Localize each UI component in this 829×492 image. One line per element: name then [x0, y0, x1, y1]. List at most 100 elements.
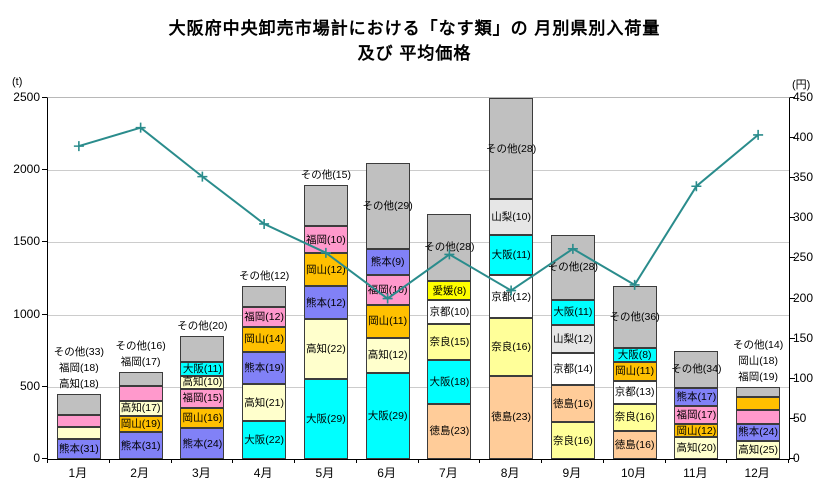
- right-axis-tickmark: [790, 337, 795, 339]
- bar-segment-7月-徳島: [427, 403, 472, 459]
- bar-segment-11月-熊本: [674, 387, 719, 406]
- left-axis-tick-0: 0: [33, 451, 40, 465]
- bar-segment-4月-大阪: [242, 420, 287, 459]
- bar-segment-9月-大阪: [550, 299, 595, 326]
- x-axis-label-8月: 8月: [500, 466, 520, 480]
- right-axis-tickmark: [790, 257, 795, 259]
- bar-segment-12月-その他: [736, 386, 781, 397]
- x-axis-tickmark: [232, 459, 233, 463]
- price-marker-12月: [753, 129, 764, 140]
- right-axis-tick-0: 0: [793, 451, 800, 465]
- bar-segment-9月-徳島: [550, 385, 595, 423]
- x-axis-tickmark: [665, 459, 666, 463]
- left-axis-tickmark: [42, 241, 47, 243]
- bar-segment-12月-岡山: [736, 396, 781, 410]
- x-axis-label-3月: 3月: [192, 466, 211, 480]
- bar-segment-1月-その他: [56, 394, 101, 416]
- bar-segment-6月-その他: [365, 162, 410, 249]
- left-axis-tickmark: [42, 313, 47, 315]
- right-axis-tickmark: [790, 417, 795, 419]
- bar-segment-3月-熊本: [180, 428, 225, 459]
- left-axis-unit: (t): [12, 76, 23, 88]
- right-axis-tick-350: 350: [793, 170, 814, 185]
- right-axis-tickmark: [790, 97, 795, 98]
- x-axis-label-10月: 10月: [620, 466, 647, 480]
- x-axis-tickmark: [356, 459, 357, 463]
- bar-segment-3月-大阪: [180, 361, 225, 376]
- bar-segment-4月-熊本: [242, 351, 287, 385]
- bar-segment-10月-京都: [612, 381, 657, 404]
- bar-segment-2月-熊本: [118, 432, 163, 459]
- bar-segment-8月-徳島: [489, 375, 534, 459]
- bar-segment-5月-大阪: [303, 379, 348, 459]
- right-axis-unit: (円): [792, 79, 811, 91]
- bar-segment-6月-高知: [365, 337, 410, 374]
- bar-segment-5月-福岡: [303, 225, 348, 254]
- bar-segment-7月-奈良: [427, 324, 472, 361]
- x-axis-tickmark: [418, 459, 419, 463]
- gridline-1000: [48, 314, 789, 316]
- right-axis-tick-50: 50: [793, 410, 807, 425]
- bar-segment-3月-福岡: [180, 388, 225, 408]
- bar-segment-6月-熊本: [365, 248, 410, 276]
- right-axis-tick-300: 300: [793, 210, 814, 225]
- bar-segment-5月-岡山: [303, 253, 348, 287]
- bar-segment-9月-その他: [550, 235, 595, 300]
- right-axis-tickmark: [790, 177, 795, 179]
- bar-segment-5月-熊本: [303, 286, 348, 320]
- gridline-500: [48, 386, 789, 388]
- bar-segment-8月-京都: [489, 274, 534, 319]
- right-axis-tick-450: 450: [793, 90, 814, 104]
- right-axis-tickmark: [790, 217, 795, 219]
- bar-segment-7月-大阪: [427, 360, 472, 404]
- bar-segment-5月-高知: [303, 319, 348, 380]
- bar-segment-4月-岡山: [242, 327, 287, 352]
- left-axis-tickmark: [42, 169, 47, 171]
- left-axis-tick-1000: 1000: [13, 306, 40, 321]
- x-axis-label-6月: 6月: [377, 466, 396, 480]
- bar-segment-10月-徳島: [612, 431, 657, 459]
- right-axis-tick-400: 400: [793, 130, 814, 145]
- bar-segment-10月-その他: [612, 285, 657, 349]
- bar-segment-2月-その他: [118, 372, 163, 387]
- bar-segment-10月-奈良: [612, 403, 657, 432]
- price-marker-1月: [73, 141, 84, 152]
- bar-segment-4月-その他: [242, 285, 287, 307]
- bar-segment-8月-山梨: [489, 199, 534, 236]
- x-axis-label-4月: 4月: [253, 466, 273, 480]
- x-axis-tickmark: [47, 459, 48, 463]
- bar-segment-2月-福岡: [118, 386, 163, 401]
- bar-segment-1月-熊本: [56, 438, 101, 459]
- left-axis-tickmark: [42, 458, 47, 459]
- bar-segment-3月-高知: [180, 375, 225, 389]
- right-axis-tick-100: 100: [793, 370, 814, 385]
- x-axis-label-7月: 7月: [439, 466, 458, 480]
- bar-segment-4月-高知: [242, 384, 287, 421]
- left-axis-tick-500: 500: [19, 378, 40, 393]
- bar-segment-8月-大阪: [489, 235, 534, 275]
- right-axis-tick-250: 250: [793, 250, 814, 265]
- bar-segment-8月-奈良: [489, 318, 534, 376]
- price-marker-11月: [691, 181, 702, 192]
- x-axis-label-12月: 12月: [744, 466, 770, 480]
- bar-segment-3月-岡山: [180, 407, 225, 429]
- bar-segment-1月-高知: [56, 427, 101, 439]
- x-axis-tickmark: [294, 459, 295, 463]
- x-axis-tickmark: [603, 459, 604, 463]
- bar-segment-7月-その他: [427, 213, 472, 281]
- right-axis-tickmark: [790, 137, 795, 139]
- plot-area: 熊本(31) その他(33) 福岡(18) 高知(18) 熊本(31) 岡山(19) 高知(…: [47, 97, 790, 460]
- x-axis-label-9月: 9月: [562, 466, 582, 480]
- bar-segment-11月-その他: [674, 350, 719, 388]
- left-axis-tickmark: [42, 97, 47, 98]
- bar-segment-3月-その他: [180, 336, 225, 362]
- left-axis-tick-2000: 2000: [13, 162, 40, 177]
- bar-segment-9月-京都: [550, 352, 595, 386]
- right-axis-tick-200: 200: [793, 290, 814, 305]
- left-axis-tickmark: [42, 385, 47, 387]
- chart-title-line1: 大阪府中央卸売市場計における「なす類」の 月別県別入荷量: [168, 19, 661, 38]
- bar-segment-6月-大阪: [365, 373, 410, 459]
- x-axis-label-11月: 11月: [683, 466, 708, 480]
- chart-title: 大阪府中央卸売市場計における「なす類」の 月別県別入荷量 及び 平均価格: [0, 16, 829, 66]
